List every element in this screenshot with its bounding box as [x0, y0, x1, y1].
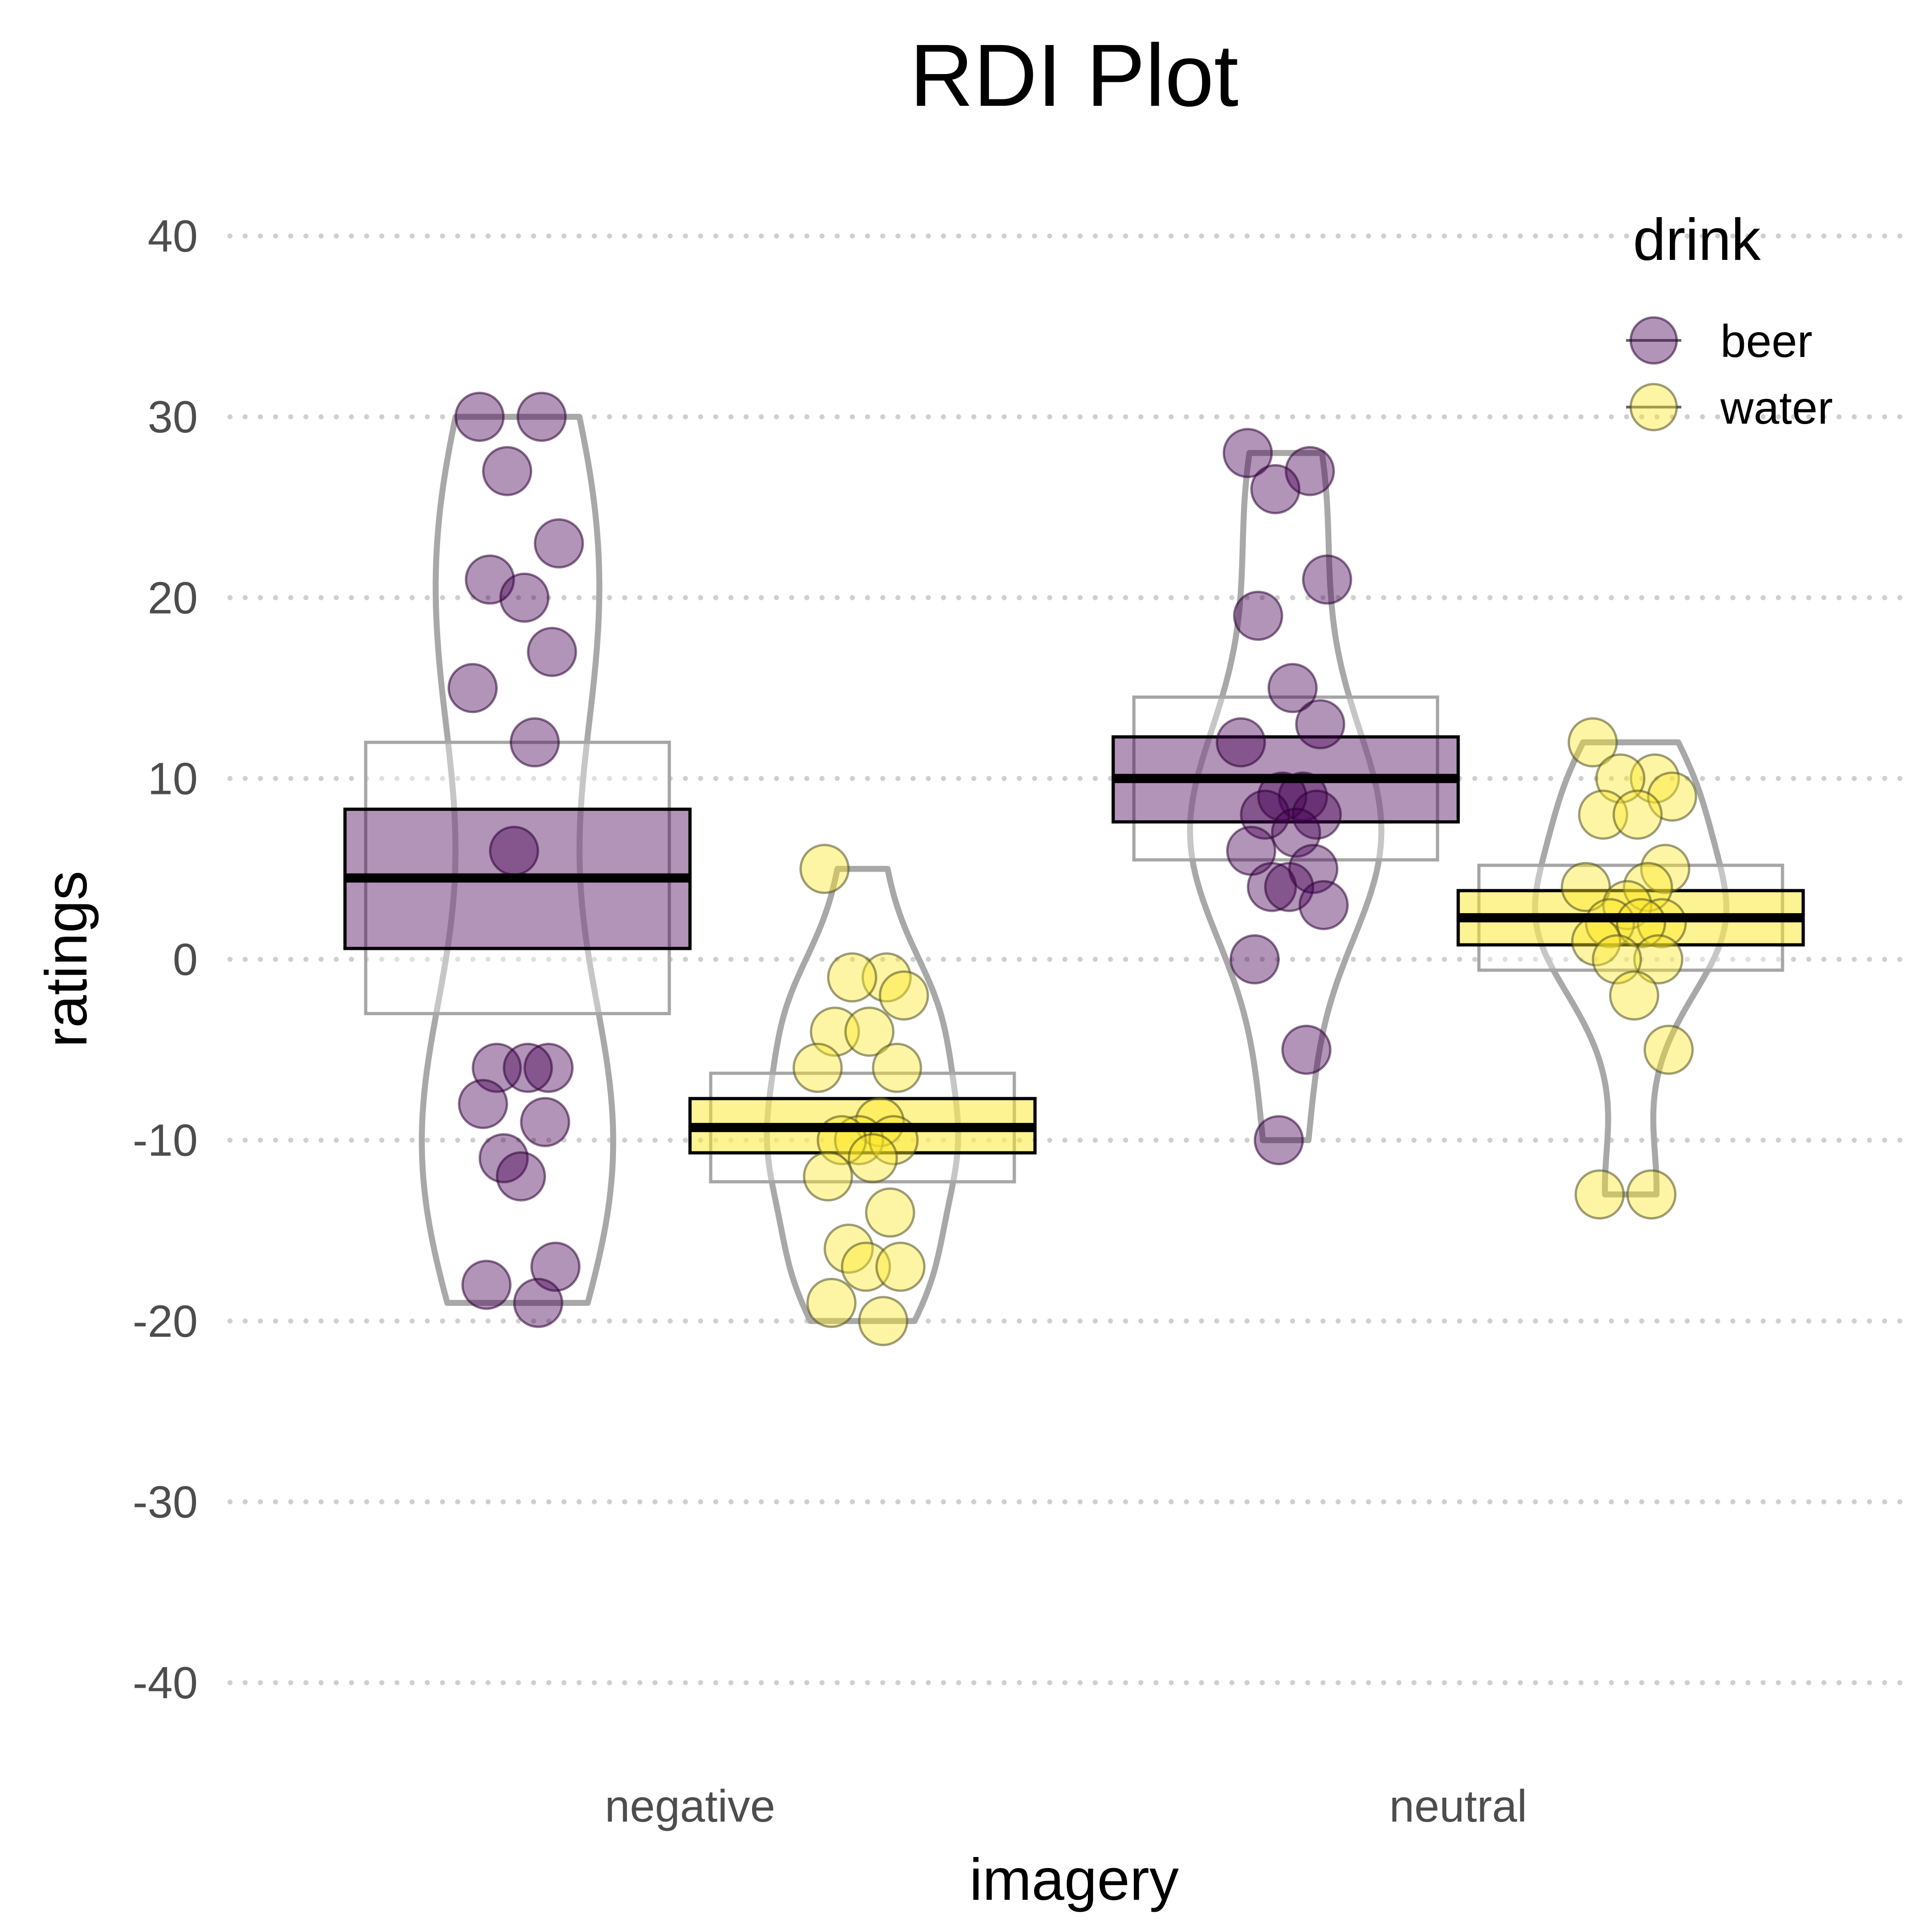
y-tick-label: 20 [148, 572, 198, 623]
legend-label-water: water [1720, 382, 1833, 434]
data-point [1575, 1169, 1625, 1220]
data-point [1637, 898, 1687, 949]
data-point [806, 1277, 857, 1328]
data-point [448, 663, 498, 713]
data-point [1216, 717, 1266, 768]
y-tick-label: 30 [148, 391, 198, 442]
data-point [1609, 970, 1659, 1021]
data-point [1267, 663, 1318, 713]
data-point [534, 518, 584, 569]
chart-title: RDI Plot [910, 26, 1239, 125]
y-tick-label: -20 [132, 1296, 198, 1346]
y-tick-label: 10 [148, 753, 198, 804]
data-point [503, 1042, 553, 1093]
data-point [482, 446, 532, 496]
data-point [1612, 789, 1663, 840]
data-point [1302, 554, 1352, 605]
data-point [827, 952, 877, 1003]
legend-item-water: water [1626, 382, 1833, 434]
plot-area [343, 391, 1805, 1346]
data-point [1233, 591, 1283, 641]
data-point [1561, 862, 1611, 912]
x-tick-label: negative [605, 1781, 776, 1831]
data-point [841, 1242, 891, 1292]
data-point [875, 1242, 926, 1292]
data-point [1250, 464, 1300, 514]
x-tick-label: neutral [1389, 1781, 1527, 1831]
data-point [461, 1259, 512, 1310]
violin-water-neutral [1532, 739, 1730, 1198]
data-point [865, 1187, 915, 1238]
violin-water-negative [764, 866, 961, 1324]
legend-key-water [1629, 383, 1678, 431]
legend-item-beer: beer [1626, 316, 1812, 367]
data-point [510, 717, 560, 768]
legend: drink beer water [1626, 207, 1833, 434]
data-point [520, 1097, 570, 1147]
data-point [879, 970, 929, 1021]
x-axis-title: imagery [969, 1847, 1179, 1913]
data-point [1644, 1024, 1694, 1075]
legend-entries: beer water [1626, 316, 1833, 434]
data-point [858, 1296, 908, 1346]
y-tick-label: 40 [148, 211, 198, 261]
legend-key-beer [1629, 316, 1678, 365]
data-point [499, 572, 550, 623]
y-tick-label: -10 [132, 1115, 198, 1166]
y-tick-labels: 40 30 20 10 0 -10 -20 -30 -40 [132, 211, 198, 1708]
y-tick-label: -30 [132, 1477, 198, 1527]
data-point [489, 826, 539, 876]
x-tick-labels: negative neutral [605, 1781, 1527, 1831]
data-point [803, 1151, 853, 1202]
data-point [496, 1151, 546, 1202]
data-point [1633, 934, 1684, 984]
data-point [1299, 880, 1349, 931]
data-point [513, 1277, 564, 1328]
data-point [1281, 1024, 1332, 1075]
y-tick-label: -40 [132, 1657, 198, 1708]
data-point [523, 1042, 574, 1093]
data-point [872, 1042, 922, 1093]
data-point [1247, 862, 1297, 912]
point-layer [448, 391, 1697, 1346]
legend-label-beer: beer [1720, 316, 1812, 367]
legend-title: drink [1633, 207, 1761, 273]
y-axis-title: ratings [34, 871, 99, 1047]
data-point [1292, 789, 1342, 840]
data-point [454, 391, 505, 442]
data-point [1223, 428, 1273, 478]
data-point [527, 627, 577, 677]
data-point [1578, 789, 1628, 840]
violin-beer-neutral [1187, 450, 1385, 1144]
y-tick-label: 0 [172, 934, 198, 985]
data-point [848, 1133, 898, 1184]
data-point [1230, 934, 1280, 984]
data-point [799, 844, 850, 894]
data-point [1568, 717, 1618, 768]
data-point [1626, 1169, 1677, 1220]
data-point [1254, 1115, 1304, 1166]
data-point [458, 1079, 508, 1129]
data-point [793, 1042, 843, 1093]
mean-layer [345, 774, 1803, 1133]
data-point [517, 391, 567, 442]
data-point [1295, 699, 1346, 749]
data-point [844, 1006, 895, 1057]
